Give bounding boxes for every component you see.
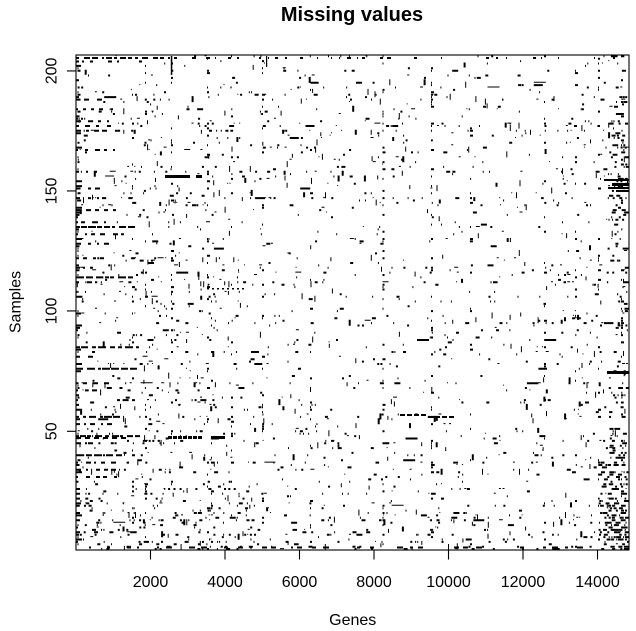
svg-text:Missing values: Missing values xyxy=(281,4,423,26)
svg-text:4000: 4000 xyxy=(207,574,243,591)
svg-text:6000: 6000 xyxy=(282,574,318,591)
svg-text:50: 50 xyxy=(44,422,61,440)
svg-text:100: 100 xyxy=(44,297,61,324)
svg-text:200: 200 xyxy=(44,57,61,84)
svg-text:12000: 12000 xyxy=(501,574,546,591)
svg-text:14000: 14000 xyxy=(575,574,620,591)
svg-text:Samples: Samples xyxy=(8,271,25,333)
svg-text:2000: 2000 xyxy=(133,574,169,591)
svg-text:150: 150 xyxy=(44,177,61,204)
svg-text:Genes: Genes xyxy=(329,612,376,629)
svg-text:10000: 10000 xyxy=(426,574,471,591)
svg-text:8000: 8000 xyxy=(356,574,392,591)
